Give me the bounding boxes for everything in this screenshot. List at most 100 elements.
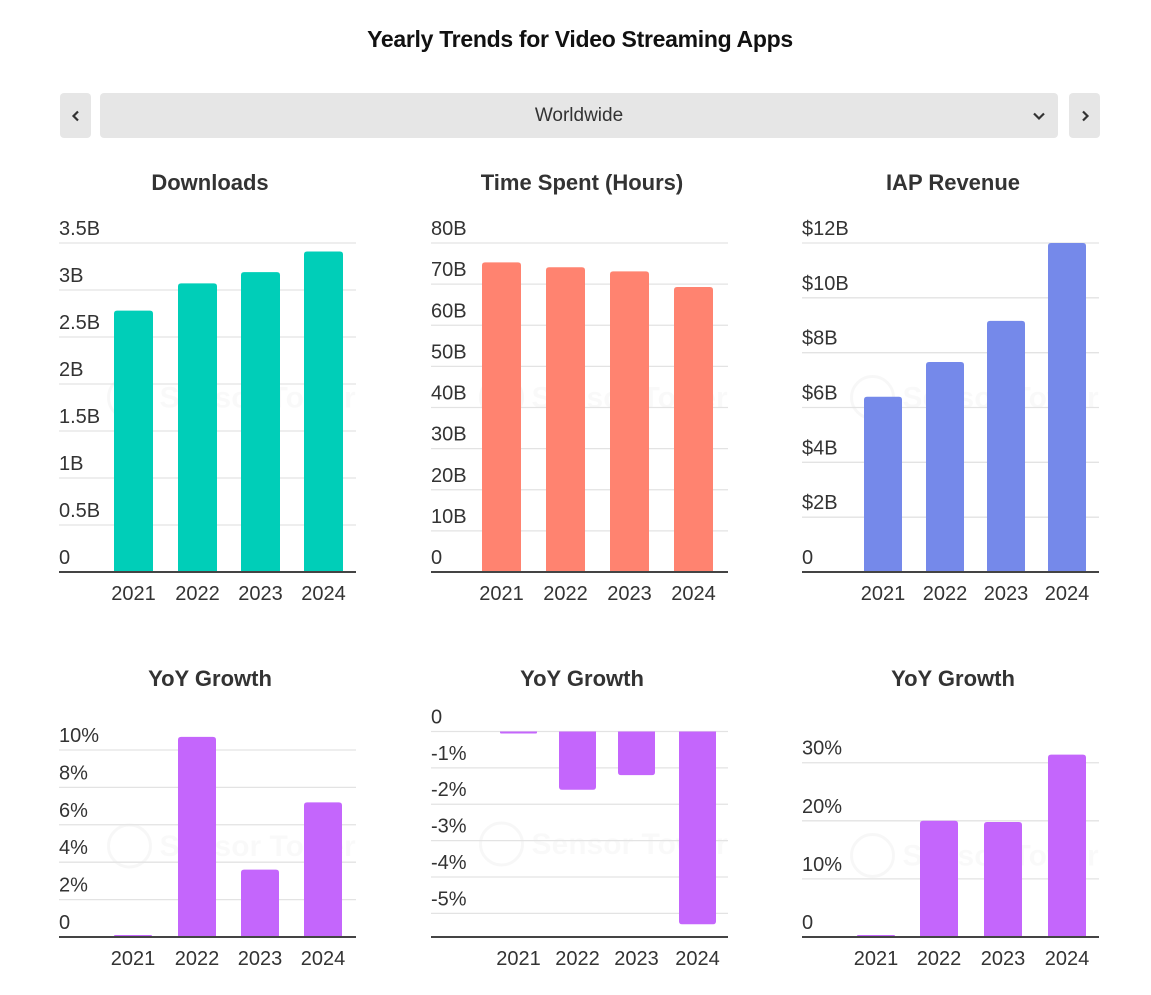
y-tick-label: -1% (431, 743, 467, 765)
x-tick-label: 2023 (607, 583, 652, 605)
x-tick-label: 2022 (543, 583, 588, 605)
x-tick-label: 2024 (675, 948, 720, 970)
y-tick-label: 40B (431, 383, 467, 405)
x-tick-label: 2023 (238, 948, 283, 970)
chevron-right-icon (1081, 110, 1089, 121)
bar-2022 (178, 736, 216, 937)
y-tick-label: 80B (431, 218, 467, 240)
x-tick-label: 2021 (479, 583, 524, 605)
y-tick-label: 2B (59, 359, 83, 381)
x-tick-label: 2021 (111, 948, 156, 970)
x-tick-label: 2021 (496, 948, 541, 970)
y-tick-label: 8% (59, 762, 88, 784)
y-tick-label: -3% (431, 816, 467, 838)
chart-title: YoY Growth (891, 666, 1015, 691)
chart-title: IAP Revenue (886, 170, 1020, 195)
chart-title: YoY Growth (148, 666, 272, 691)
y-tick-label: 0 (802, 912, 813, 934)
x-tick-label: 2024 (1045, 948, 1090, 970)
y-tick-label: -5% (431, 888, 467, 910)
y-tick-label: 50B (431, 341, 467, 363)
x-tick-label: 2023 (238, 583, 283, 605)
y-tick-label: $2B (802, 492, 838, 514)
x-tick-label: 2024 (301, 948, 346, 970)
bar-2024 (674, 287, 713, 572)
y-tick-label: 1B (59, 453, 83, 475)
y-tick-label: 10% (59, 725, 99, 747)
x-tick-label: 2023 (614, 948, 659, 970)
bar-2024 (679, 731, 716, 925)
x-tick-label: 2021 (111, 583, 156, 605)
x-tick-label: 2022 (923, 583, 968, 605)
y-tick-label: 2% (59, 875, 88, 897)
chart-title: Downloads (151, 170, 268, 195)
y-tick-label: $12B (802, 218, 849, 240)
bar-2023 (610, 271, 649, 572)
x-tick-label: 2022 (175, 583, 220, 605)
y-tick-label: -4% (431, 852, 467, 874)
y-tick-label: 3B (59, 265, 83, 287)
previous-region-button[interactable] (60, 93, 91, 138)
y-tick-label: 1.5B (59, 406, 100, 428)
bar-2023 (241, 869, 279, 937)
bar-2024 (304, 251, 343, 572)
bar-2021 (114, 310, 153, 572)
y-tick-label: 20% (802, 796, 842, 818)
x-tick-label: 2024 (301, 583, 346, 605)
y-tick-label: 0 (802, 547, 813, 569)
y-tick-label: $6B (802, 383, 838, 405)
y-tick-label: $4B (802, 437, 838, 459)
watermark-logo-icon (852, 835, 894, 877)
chart-title: Time Spent (Hours) (481, 170, 684, 195)
y-tick-label: 0 (431, 547, 442, 569)
bar-2023 (241, 272, 280, 572)
y-tick-label: 30B (431, 424, 467, 446)
page-title: Yearly Trends for Video Streaming Apps (367, 26, 793, 52)
x-tick-label: 2022 (917, 948, 962, 970)
bar-2021 (864, 396, 902, 572)
bar-2022 (559, 731, 596, 790)
y-tick-label: -2% (431, 779, 467, 801)
x-tick-label: 2021 (854, 948, 899, 970)
bar-2021 (500, 731, 537, 734)
bar-2022 (926, 361, 964, 572)
x-tick-label: 2021 (861, 583, 906, 605)
region-dropdown-value: Worldwide (534, 105, 624, 126)
y-tick-label: 4% (59, 837, 88, 859)
chevron-left-icon (71, 110, 79, 121)
bar-2023 (618, 731, 655, 776)
bar-2023 (987, 320, 1025, 572)
x-tick-label: 2023 (981, 948, 1026, 970)
y-tick-label: 10B (431, 506, 467, 528)
bar-2024 (1048, 754, 1086, 937)
y-tick-label: 3.5B (59, 218, 100, 240)
y-tick-label: 70B (431, 259, 467, 281)
y-tick-label: $8B (802, 328, 838, 350)
bar-2022 (178, 283, 217, 572)
bar-2022 (546, 267, 585, 572)
y-tick-label: 20B (431, 465, 467, 487)
next-region-button[interactable] (1069, 93, 1100, 138)
x-tick-label: 2022 (555, 948, 600, 970)
chevron-down-icon (1033, 112, 1045, 121)
y-tick-label: 10% (802, 854, 842, 876)
y-tick-label: 0 (59, 912, 70, 934)
y-tick-label: 0.5B (59, 500, 100, 522)
y-tick-label: 60B (431, 300, 467, 322)
y-tick-label: $10B (802, 273, 849, 295)
y-tick-label: 2.5B (59, 312, 100, 334)
bar-2022 (920, 820, 958, 937)
bar-2021 (482, 262, 521, 572)
region-dropdown[interactable]: Worldwide (100, 93, 1058, 138)
bar-2023 (984, 821, 1022, 937)
x-tick-label: 2023 (984, 583, 1029, 605)
y-tick-label: 0 (59, 547, 70, 569)
chart-title: YoY Growth (520, 666, 644, 691)
y-tick-label: 30% (802, 738, 842, 760)
x-tick-label: 2024 (671, 583, 716, 605)
